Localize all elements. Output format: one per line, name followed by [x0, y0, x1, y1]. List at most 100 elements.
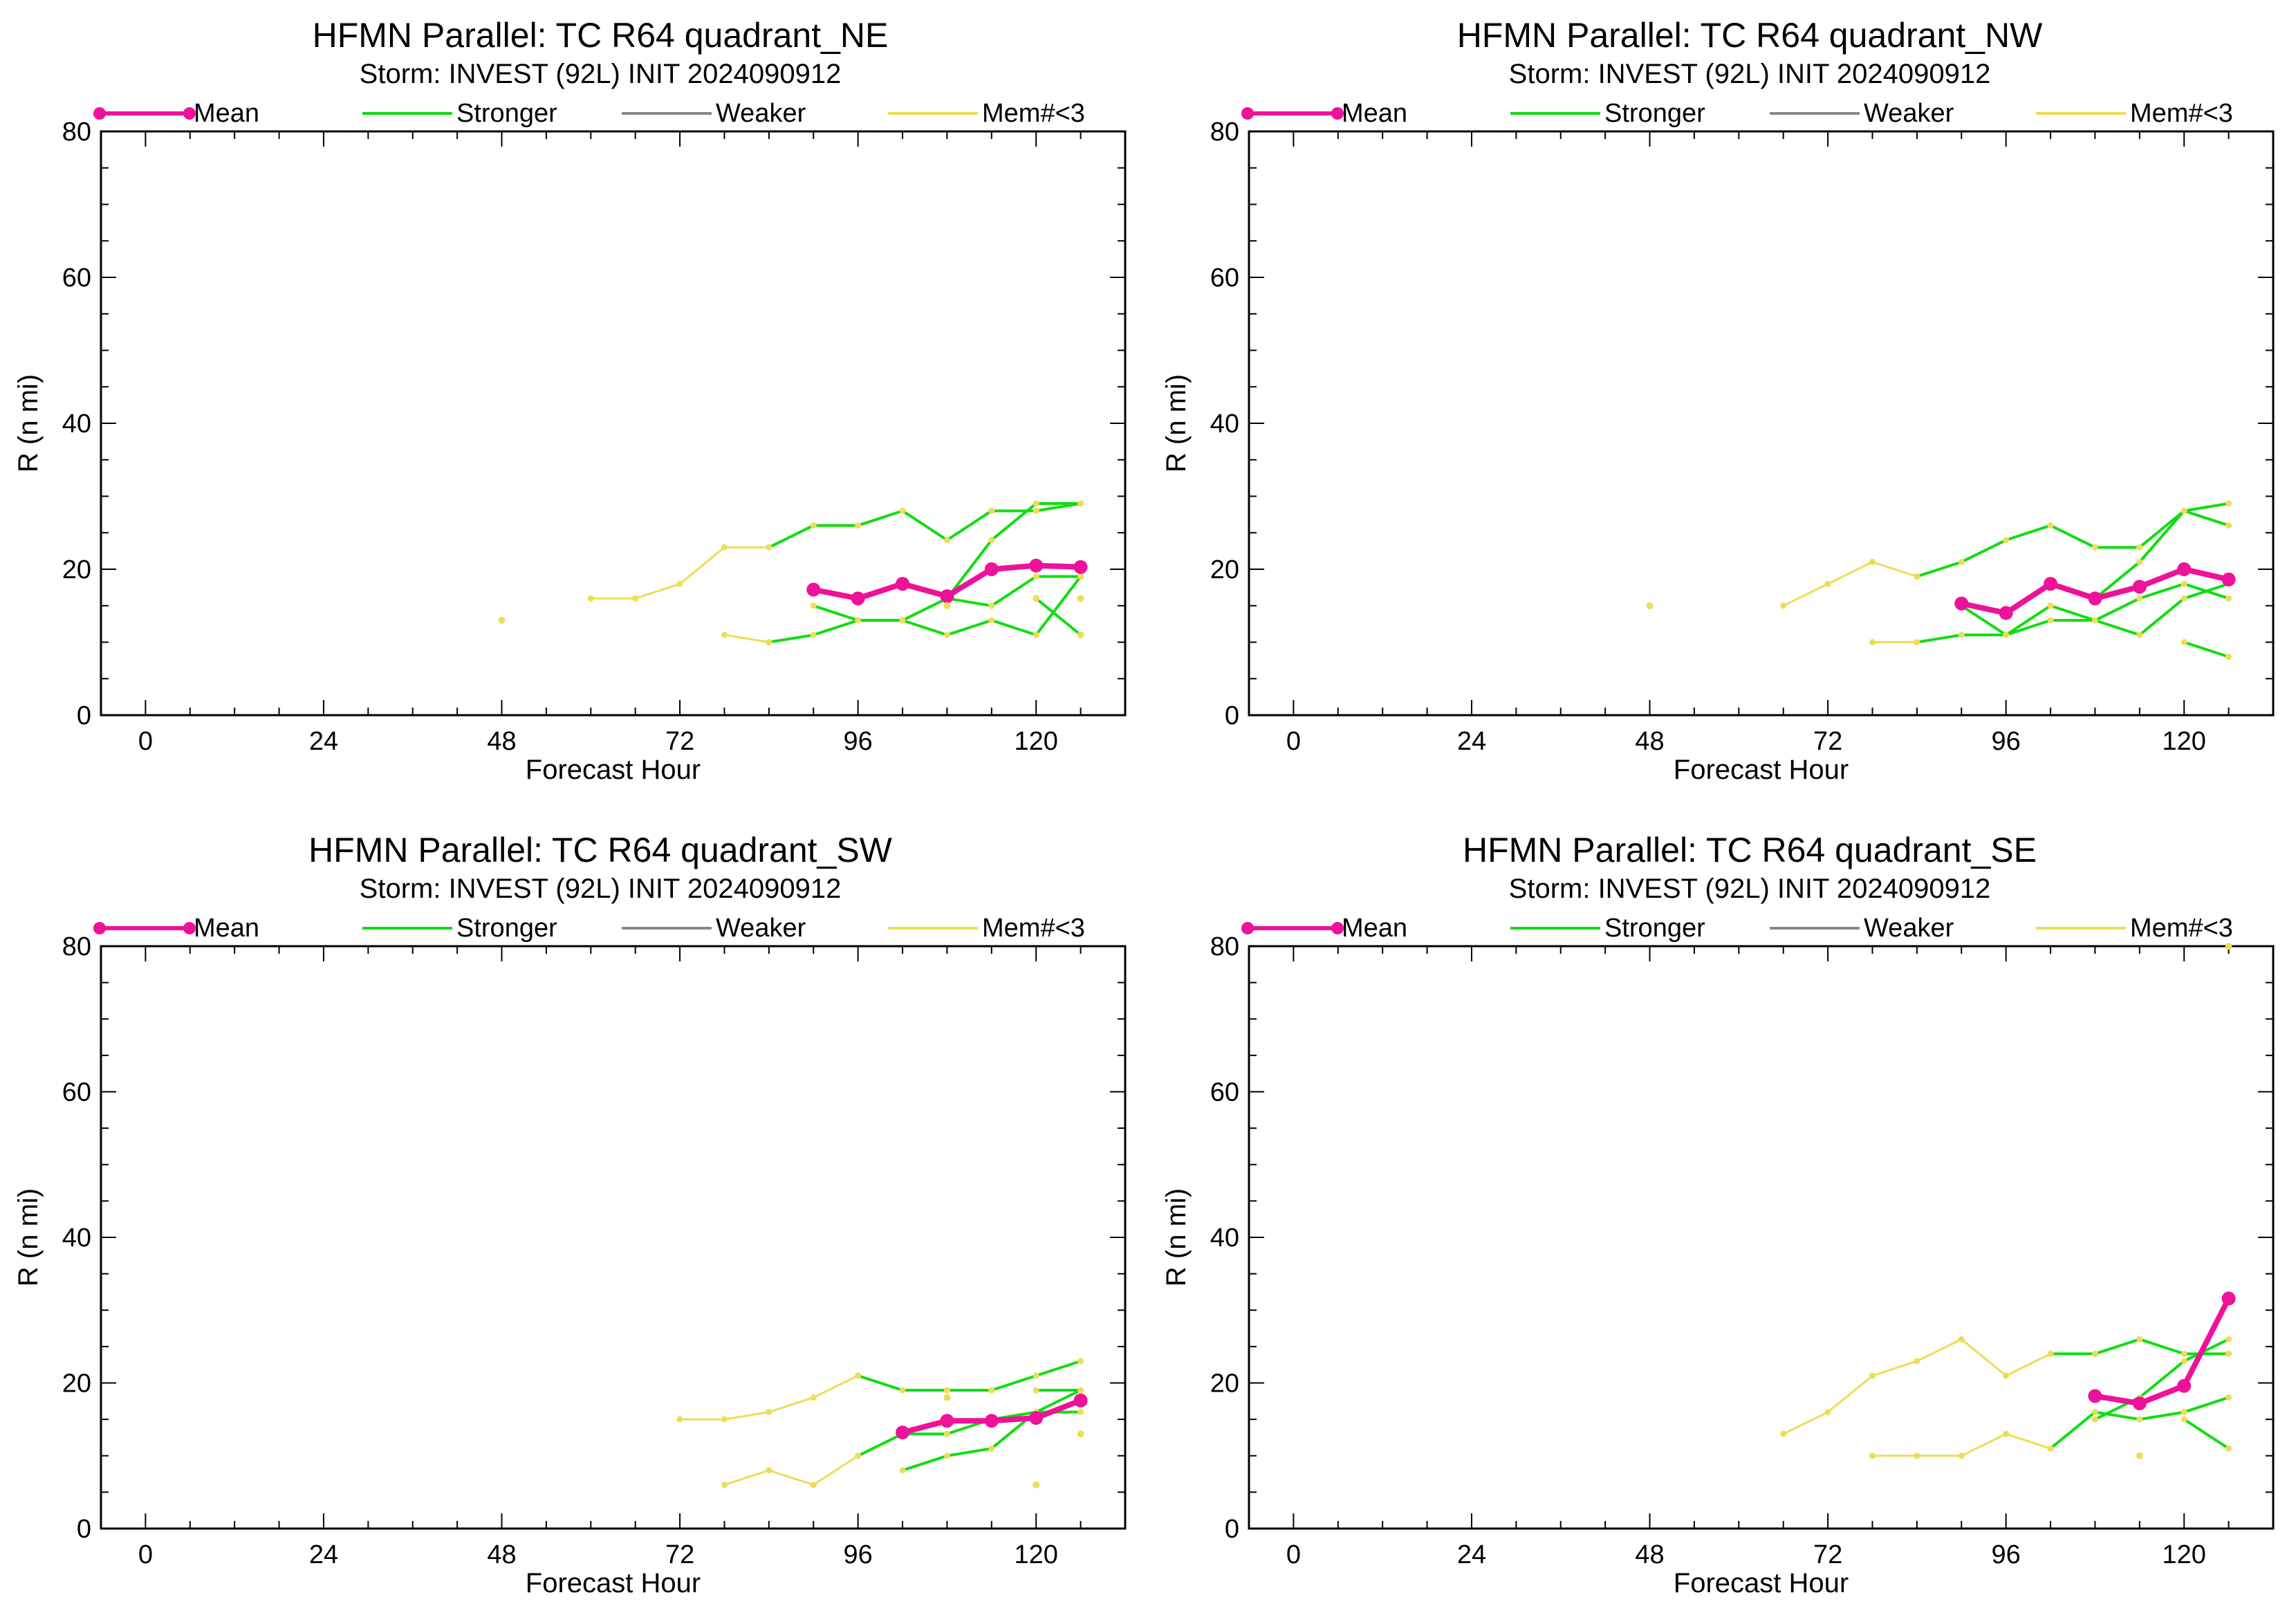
legend-marker-mean: [1331, 922, 1344, 934]
y-axis-label: R (n mi): [13, 1188, 44, 1286]
stronger-point: [2047, 522, 2054, 529]
mem-point: [721, 544, 728, 551]
y-tick-label: 40: [62, 1224, 91, 1253]
stronger-point: [899, 1387, 906, 1394]
chart-title: HFMN Parallel: TC R64 quadrant_SW: [308, 831, 893, 869]
stronger-point: [2136, 631, 2143, 638]
legend-label-mem: Mem#<3: [982, 914, 1085, 943]
y-tick-label: 60: [62, 264, 91, 293]
x-axis-label: Forecast Hour: [526, 1568, 701, 1598]
mem-point: [1914, 1452, 1920, 1459]
legend-label-stronger: Stronger: [1604, 99, 1705, 128]
stronger-point: [988, 1445, 995, 1452]
mem-point: [1780, 602, 1787, 609]
stronger-point: [988, 617, 995, 624]
mem-point: [1869, 1372, 1876, 1379]
mean-point: [940, 1414, 954, 1428]
mean-point: [984, 1414, 999, 1428]
chart-title: HFMN Parallel: TC R64 quadrant_NE: [313, 16, 889, 55]
series-line-stronger: [1035, 597, 1082, 636]
x-tick-label: 72: [665, 727, 694, 756]
y-tick-label: 60: [1210, 1078, 1239, 1107]
y-tick-label: 80: [62, 118, 91, 147]
mean-point: [896, 577, 910, 591]
y-axis-label: R (n mi): [1161, 374, 1192, 472]
series-line-mem: [1783, 1338, 2051, 1435]
stronger-point: [1033, 631, 1039, 638]
stronger-point: [1077, 1387, 1084, 1394]
mem-single-point: [943, 602, 951, 609]
legend-marker-mean: [93, 107, 106, 120]
stronger-point: [2225, 1394, 2232, 1401]
stronger-point: [2136, 1416, 2143, 1423]
mean-point: [984, 562, 999, 576]
series-line-mem: [724, 1455, 859, 1486]
x-axis-label: Forecast Hour: [1674, 755, 1849, 785]
stronger-point: [1033, 1372, 1039, 1379]
stronger-point: [2136, 558, 2143, 565]
chart-subtitle: Storm: INVEST (92L) INIT 2024090912: [360, 874, 842, 904]
series-line-stronger: [945, 502, 1081, 600]
stronger-point: [855, 1372, 862, 1379]
series-line-stronger: [2094, 1338, 2230, 1421]
legend-label-mean: Mean: [194, 914, 259, 943]
legend-label-mean: Mean: [1342, 99, 1407, 128]
stronger-point: [988, 537, 995, 544]
stronger-point: [2091, 1409, 2098, 1416]
stronger-point: [988, 1387, 995, 1394]
stronger-point: [943, 1387, 950, 1394]
mem-point: [1824, 580, 1831, 587]
y-tick-label: 20: [1210, 555, 1239, 584]
legend-marker-mean: [183, 922, 196, 934]
mem-point: [632, 595, 639, 602]
x-tick-label: 96: [1992, 727, 2021, 756]
legend-marker-mean: [183, 107, 196, 120]
x-tick-label: 48: [1635, 1540, 1664, 1569]
x-tick-label: 120: [2163, 1540, 2206, 1569]
y-tick-label: 20: [62, 1369, 91, 1399]
x-tick-label: 0: [138, 1540, 153, 1569]
chart-panel-1: HFMN Parallel: TC R64 quadrant_NW Storm: …: [1161, 16, 2275, 785]
legend-label-stronger: Stronger: [456, 914, 557, 943]
series-line-stronger: [2183, 1418, 2230, 1450]
legend-label-stronger: Stronger: [456, 99, 557, 128]
mem-point: [1869, 639, 1876, 645]
stronger-point: [2181, 508, 2187, 515]
legend-label-mean: Mean: [1342, 914, 1407, 943]
stronger-point: [2225, 522, 2232, 529]
mem-point: [1869, 558, 1876, 565]
x-tick-label: 96: [844, 727, 873, 756]
mem-single-point: [498, 616, 506, 624]
legend-label-mem: Mem#<3: [982, 99, 1085, 128]
y-tick-label: 0: [1225, 701, 1239, 730]
stronger-point: [2225, 1336, 2232, 1342]
stronger-point: [855, 617, 862, 624]
stronger-point: [2047, 1350, 2054, 1357]
stronger-point: [2091, 617, 2098, 624]
legend-label-mem: Mem#<3: [2130, 914, 2233, 943]
mean-point: [1029, 1411, 1044, 1425]
x-tick-label: 48: [487, 1540, 516, 1569]
stronger-point: [943, 1430, 950, 1437]
stronger-point: [2181, 595, 2187, 602]
x-tick-label: 120: [2163, 727, 2206, 756]
x-axis-label: Forecast Hour: [526, 755, 701, 785]
legend-marker-mean: [1241, 922, 1254, 934]
stronger-point: [1958, 631, 1965, 638]
stronger-point: [2136, 544, 2143, 551]
mean-point: [1999, 606, 2013, 620]
series-line-mean: [1961, 566, 2230, 616]
plot-frame: [1248, 945, 2275, 1530]
stronger-point: [2136, 595, 2143, 602]
stronger-point: [1033, 500, 1039, 507]
stronger-point: [2181, 1416, 2187, 1423]
x-tick-label: 120: [1015, 1540, 1058, 1569]
mem-single-point: [1077, 1430, 1084, 1438]
stronger-point: [2091, 1350, 2098, 1357]
y-tick-label: 20: [1210, 1369, 1239, 1399]
mean-point: [2088, 1389, 2102, 1403]
mem-point: [587, 595, 594, 602]
stronger-point: [1033, 508, 1039, 515]
mean-point: [2132, 580, 2147, 594]
chart-subtitle: Storm: INVEST (92L) INIT 2024090912: [1509, 874, 1991, 904]
